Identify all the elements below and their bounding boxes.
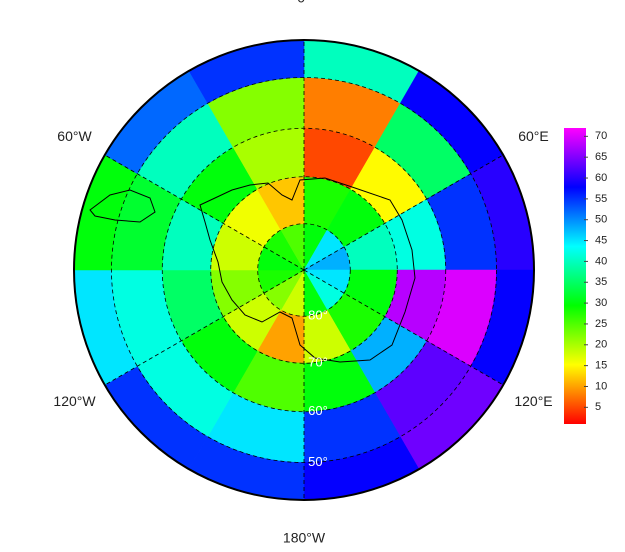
colorbar-tick-label: 20 (595, 339, 607, 351)
meridian-line (104, 154, 305, 271)
map-border (73, 39, 535, 501)
longitude-label: 180°W (283, 530, 326, 546)
colorbar-tick-label: 15 (595, 360, 607, 372)
longitude-label: 120°E (514, 393, 552, 409)
longitude-label: 60°E (518, 128, 549, 144)
colorbar-tick-label: 40 (595, 255, 607, 267)
meridian-line (303, 154, 504, 271)
colorbar-tick-label: 35 (595, 276, 607, 288)
longitude-label: 120°W (53, 393, 96, 409)
colorbar-tick-label: 5 (595, 401, 601, 413)
colorbar-tick-label: 45 (595, 234, 607, 246)
latitude-label: 50° (308, 454, 328, 469)
colorbar-tick-label: 65 (595, 151, 607, 163)
colorbar-tick-label: 60 (595, 172, 607, 184)
graticule (104, 40, 504, 500)
latitude-label: 70° (308, 355, 328, 370)
latitude-label: 60° (308, 403, 328, 418)
latitude-line (257, 223, 351, 317)
longitude-label: 60°W (57, 128, 92, 144)
colorbar-tick-label: 25 (595, 318, 607, 330)
colorbar-tick-label: 30 (595, 297, 607, 309)
colorbar-tick-label: 55 (595, 193, 607, 205)
meridian-line (303, 269, 504, 386)
colorbar-tick-label: 10 (595, 380, 607, 392)
meridian-line (104, 269, 305, 386)
colorbar (564, 128, 586, 424)
colorbar-tick-label: 50 (595, 214, 607, 226)
latitude-label: 80° (308, 308, 328, 323)
coastline (89, 189, 156, 223)
longitude-label: 0° (297, 0, 310, 6)
colorbar-tick-label: 70 (595, 130, 607, 142)
field (74, 40, 534, 500)
latitude-line (210, 176, 398, 364)
coastline (199, 177, 416, 363)
